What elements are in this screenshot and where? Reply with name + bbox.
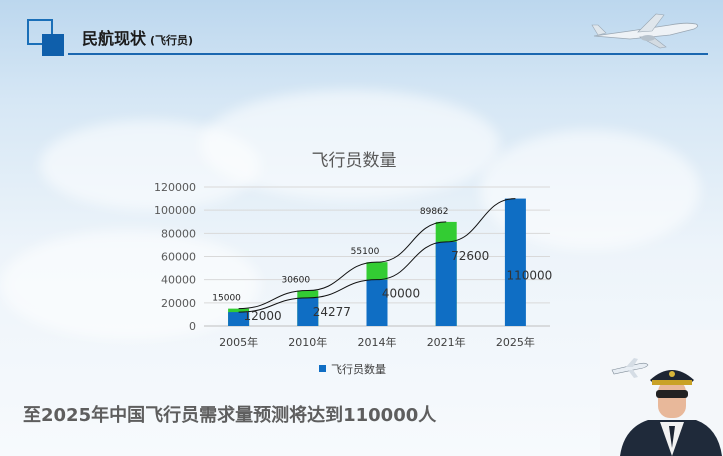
page-title: 民航现状 (飞行员) [82,25,193,49]
x-category-label: 2005年 [219,335,258,349]
x-category-label: 2014年 [358,335,397,349]
projected-value-label: 30600 [281,276,310,286]
bar-value-label: 110000 [506,269,552,283]
projected-value-label: 89862 [420,207,449,217]
page-title-text: 民航现状 [82,29,147,48]
legend-swatch [319,365,326,372]
chart-legend: 飞行员数量 [319,363,386,376]
pilot-illustration [600,330,723,456]
chart-bars [228,198,526,326]
legend-label: 飞行员数量 [331,363,386,376]
logo-square-filled [42,34,64,56]
trend-lines [238,198,516,313]
x-axis-categories: 2005年 2010年 2014年 2021年 2025年 [219,335,535,349]
trendline-actual [238,198,516,313]
bar [297,297,319,326]
y-tick-label: 0 [189,320,196,333]
y-tick-label: 80000 [161,227,196,240]
bar [366,279,388,326]
bar [228,312,250,326]
header-divider [68,53,708,55]
x-category-label: 2010年 [288,335,327,349]
x-category-label: 2025年 [496,335,535,349]
y-tick-label: 20000 [161,297,196,310]
trendline-projected [238,221,447,310]
logo-square-outline [27,19,53,45]
y-tick-label: 60000 [161,251,196,264]
footer-caption: 至2025年中国飞行员需求量预测将达到110000人 [23,405,437,426]
bar [504,198,526,326]
bar-value-label: 40000 [382,287,420,301]
y-tick-label: 40000 [161,274,196,287]
chart-gridlines [204,186,550,327]
y-axis-ticks: 0 20000 40000 60000 80000 100000 120000 [154,181,196,333]
header: 民航现状 (飞行员) [0,0,723,70]
chart-title: 飞行员数量 [312,151,397,171]
y-tick-label: 100000 [154,204,196,217]
bar-value-label: 24277 [313,305,351,319]
small-plane-icon [611,358,649,378]
x-category-label: 2021年 [427,335,466,349]
projected-value-label: 55100 [351,247,380,257]
page-subtitle: (飞行员) [150,34,194,47]
bar-value-label: 12000 [244,309,282,323]
bar-value-label: 72600 [451,249,489,263]
bar [435,241,457,326]
projected-value-label: 15000 [212,294,241,304]
y-tick-label: 120000 [154,181,196,194]
airplane-icon [591,13,698,49]
